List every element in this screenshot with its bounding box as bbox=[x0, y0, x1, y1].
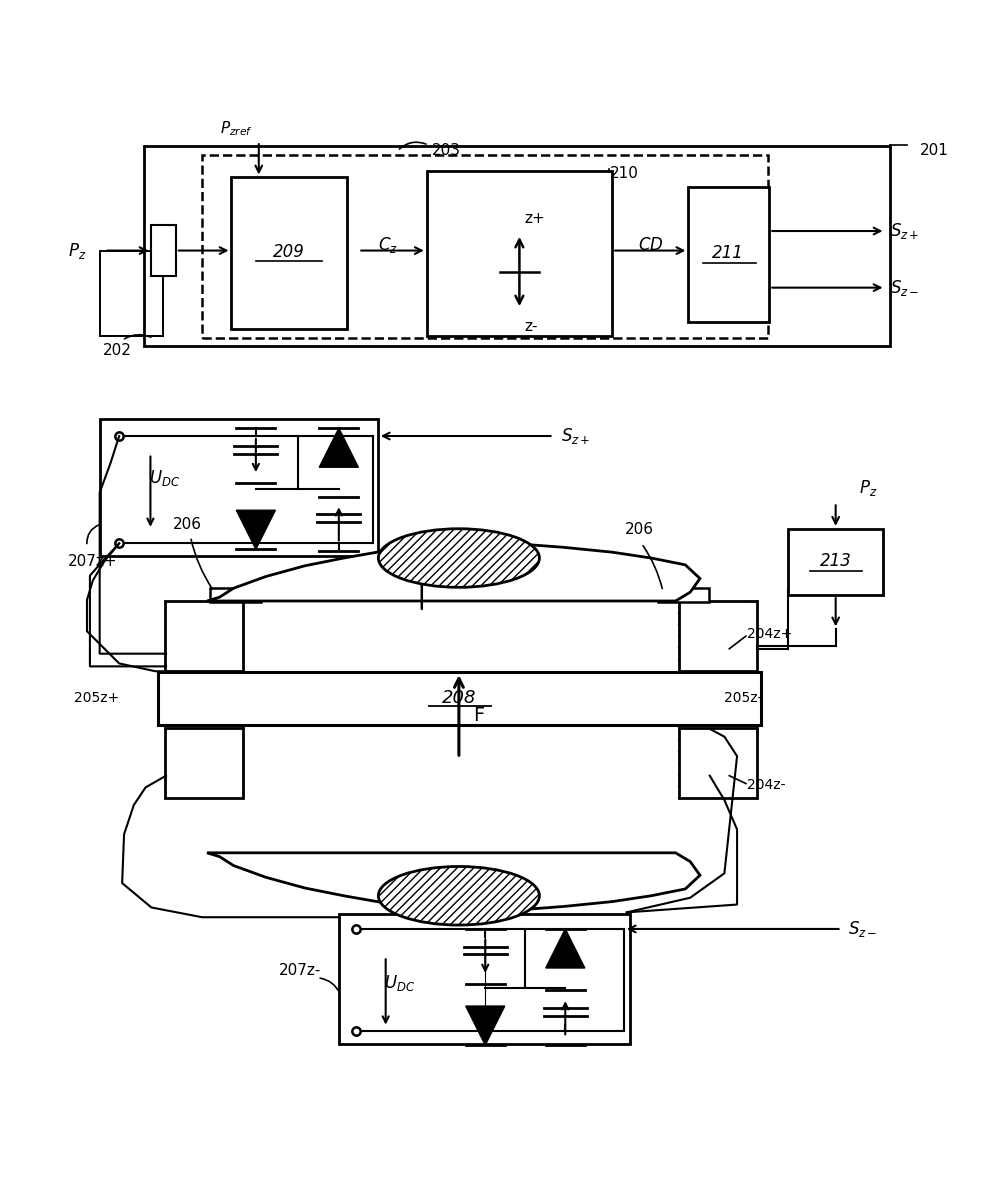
Text: $S_{z+}$: $S_{z+}$ bbox=[561, 426, 591, 446]
Polygon shape bbox=[465, 1006, 505, 1045]
Text: 202: 202 bbox=[103, 343, 132, 359]
Text: 206: 206 bbox=[625, 522, 653, 538]
Text: 204z+: 204z+ bbox=[746, 628, 792, 641]
Text: 201: 201 bbox=[920, 143, 948, 158]
Bar bbox=[658, 588, 709, 602]
Text: z+: z+ bbox=[525, 211, 545, 226]
Text: $P_{zref}$: $P_{zref}$ bbox=[220, 120, 252, 138]
Polygon shape bbox=[207, 853, 700, 911]
Bar bbox=[210, 588, 260, 602]
Text: $U_{DC}$: $U_{DC}$ bbox=[384, 973, 415, 992]
Bar bbox=[232, 178, 346, 329]
Polygon shape bbox=[320, 428, 358, 467]
Text: 207z-: 207z- bbox=[279, 964, 321, 978]
Ellipse shape bbox=[378, 866, 540, 925]
Bar bbox=[202, 155, 768, 338]
Polygon shape bbox=[545, 929, 585, 968]
Bar bbox=[151, 226, 176, 276]
Text: $S_{z-}$: $S_{z-}$ bbox=[890, 277, 920, 298]
Text: 207z+: 207z+ bbox=[67, 554, 117, 569]
Text: $C_z$: $C_z$ bbox=[377, 235, 398, 254]
Text: $U_{DC}$: $U_{DC}$ bbox=[149, 468, 181, 488]
Bar bbox=[788, 529, 883, 595]
Text: $P_z$: $P_z$ bbox=[68, 240, 86, 260]
Polygon shape bbox=[237, 510, 275, 550]
Bar bbox=[158, 672, 761, 725]
Text: F: F bbox=[473, 706, 485, 725]
Text: 205z+: 205z+ bbox=[74, 691, 119, 704]
Text: 204z-: 204z- bbox=[746, 779, 785, 792]
Bar bbox=[678, 601, 756, 671]
Ellipse shape bbox=[378, 529, 540, 587]
Polygon shape bbox=[207, 544, 700, 601]
Bar bbox=[688, 187, 769, 322]
Text: $S_{z-}$: $S_{z-}$ bbox=[848, 919, 878, 938]
Text: 209: 209 bbox=[273, 242, 305, 260]
Text: 205z-: 205z- bbox=[725, 691, 763, 704]
Text: 208: 208 bbox=[442, 689, 476, 707]
Text: $CD$: $CD$ bbox=[639, 235, 664, 253]
Bar bbox=[339, 914, 630, 1044]
Text: $P_z$: $P_z$ bbox=[858, 478, 877, 498]
Text: $S_{z+}$: $S_{z+}$ bbox=[890, 221, 920, 241]
Bar bbox=[144, 146, 890, 347]
Text: 213: 213 bbox=[820, 552, 851, 570]
Text: 206: 206 bbox=[173, 517, 202, 533]
Text: 211: 211 bbox=[713, 245, 744, 263]
Text: z-: z- bbox=[525, 319, 538, 334]
Text: 210: 210 bbox=[610, 166, 640, 181]
Text: 203: 203 bbox=[432, 143, 460, 158]
Bar bbox=[165, 601, 244, 671]
Bar bbox=[427, 170, 612, 336]
Bar bbox=[678, 728, 756, 798]
Bar bbox=[165, 728, 244, 798]
Text: z: z bbox=[418, 548, 426, 566]
Bar bbox=[100, 420, 378, 556]
